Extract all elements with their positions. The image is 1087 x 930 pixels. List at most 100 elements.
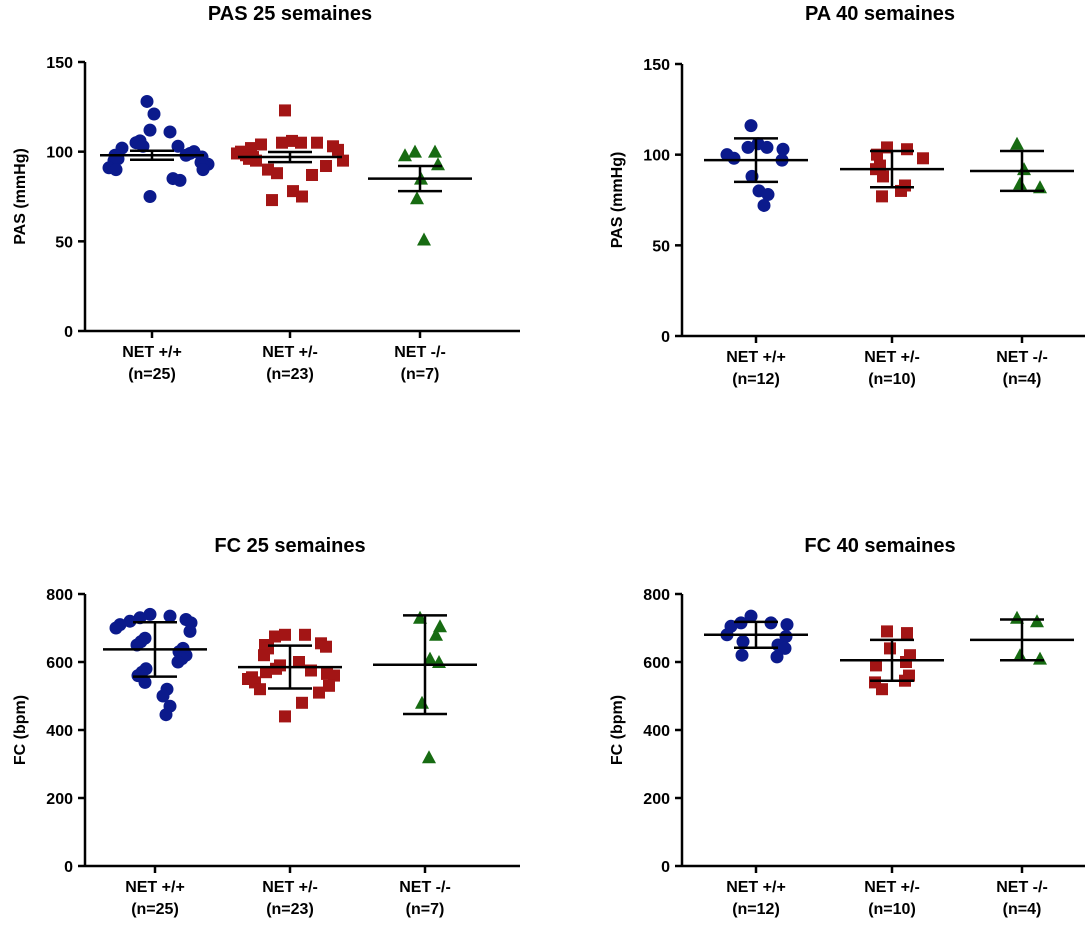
data-point xyxy=(320,640,332,653)
data-point xyxy=(171,139,185,153)
data-point xyxy=(254,683,266,696)
x-tick-sublabel: (n=23) xyxy=(266,366,314,383)
data-point xyxy=(299,628,311,641)
y-tick-label: 150 xyxy=(643,57,670,74)
data-point xyxy=(109,621,123,635)
data-point xyxy=(744,609,758,623)
data-point xyxy=(780,618,794,632)
data-point xyxy=(295,136,307,149)
y-tick-label: 50 xyxy=(652,238,670,255)
data-point xyxy=(313,686,325,699)
data-point xyxy=(306,168,318,181)
data-point xyxy=(320,160,332,173)
data-point xyxy=(143,123,157,137)
x-tick-label: NET +/+ xyxy=(726,879,786,896)
data-point xyxy=(876,683,888,696)
data-point xyxy=(183,624,197,638)
data-point xyxy=(415,695,429,709)
data-point xyxy=(163,125,177,139)
data-point xyxy=(156,689,170,703)
data-point xyxy=(269,630,281,643)
data-point xyxy=(163,609,177,623)
data-point xyxy=(323,679,335,692)
data-point xyxy=(417,232,431,246)
chart-title: PA 40 semaines xyxy=(805,3,955,25)
data-point xyxy=(770,650,784,664)
data-point xyxy=(332,143,344,156)
chart-title: FC 40 semaines xyxy=(804,535,955,557)
y-tick-label: 400 xyxy=(46,723,73,740)
x-tick-sublabel: (n=10) xyxy=(868,901,916,918)
data-point xyxy=(735,648,749,662)
data-point xyxy=(109,163,123,177)
y-axis-label: PAS (mmHg) xyxy=(609,152,626,249)
y-tick-label: 0 xyxy=(64,859,73,876)
data-point xyxy=(884,642,896,655)
x-tick-label: NET -/- xyxy=(996,349,1048,366)
data-point xyxy=(757,198,771,212)
x-tick-sublabel: (n=23) xyxy=(266,901,314,918)
x-tick-sublabel: (n=4) xyxy=(1003,901,1042,918)
x-tick-sublabel: (n=10) xyxy=(868,371,916,388)
data-point xyxy=(123,614,137,628)
x-tick-sublabel: (n=12) xyxy=(732,371,780,388)
y-tick-label: 0 xyxy=(64,324,73,341)
data-point xyxy=(408,144,422,158)
x-tick-sublabel: (n=25) xyxy=(128,366,176,383)
y-tick-label: 100 xyxy=(46,145,73,162)
data-point xyxy=(260,666,272,679)
data-point xyxy=(398,148,412,162)
x-tick-label: NET +/- xyxy=(864,349,920,366)
x-tick-sublabel: (n=25) xyxy=(131,901,179,918)
y-tick-label: 400 xyxy=(643,723,670,740)
x-tick-label: NET -/- xyxy=(399,879,451,896)
x-tick-label: NET +/- xyxy=(262,344,318,361)
data-point xyxy=(1033,651,1047,665)
data-point xyxy=(1013,648,1027,662)
data-point xyxy=(276,136,288,149)
chart-title: PAS 25 semaines xyxy=(208,3,372,25)
data-point xyxy=(877,170,889,183)
data-point xyxy=(727,151,741,165)
y-tick-label: 600 xyxy=(46,655,73,672)
y-tick-label: 200 xyxy=(46,791,73,808)
data-point xyxy=(744,119,758,133)
data-point xyxy=(870,659,882,672)
y-tick-label: 100 xyxy=(643,148,670,165)
data-point xyxy=(311,136,323,149)
y-axis-label: PAS (mmHg) xyxy=(12,148,29,245)
y-tick-label: 50 xyxy=(55,234,73,251)
data-point xyxy=(296,190,308,203)
data-point xyxy=(881,625,893,638)
data-point xyxy=(760,140,774,154)
y-tick-label: 800 xyxy=(46,587,73,604)
data-point xyxy=(296,696,308,709)
data-point xyxy=(741,140,755,154)
y-axis-label: FC (bpm) xyxy=(609,695,626,765)
data-point xyxy=(876,190,888,203)
data-point xyxy=(138,675,152,689)
data-point xyxy=(423,651,437,665)
x-tick-sublabel: (n=12) xyxy=(732,901,780,918)
data-point xyxy=(778,641,792,655)
x-tick-label: NET +/+ xyxy=(726,349,786,366)
data-point xyxy=(270,662,282,675)
x-tick-sublabel: (n=7) xyxy=(401,366,440,383)
y-axis-label: FC (bpm) xyxy=(12,695,29,765)
data-point xyxy=(736,635,750,649)
data-point xyxy=(1010,136,1024,150)
data-point xyxy=(140,94,154,108)
data-point xyxy=(428,144,442,158)
y-tick-label: 0 xyxy=(661,859,670,876)
data-point xyxy=(143,190,157,203)
y-tick-label: 150 xyxy=(46,55,73,72)
data-point xyxy=(279,628,291,641)
data-point xyxy=(761,188,775,202)
data-point xyxy=(159,708,173,722)
data-point xyxy=(779,630,793,643)
y-tick-label: 200 xyxy=(643,791,670,808)
data-point xyxy=(1013,176,1027,190)
data-point xyxy=(143,607,157,621)
data-point xyxy=(422,750,436,764)
